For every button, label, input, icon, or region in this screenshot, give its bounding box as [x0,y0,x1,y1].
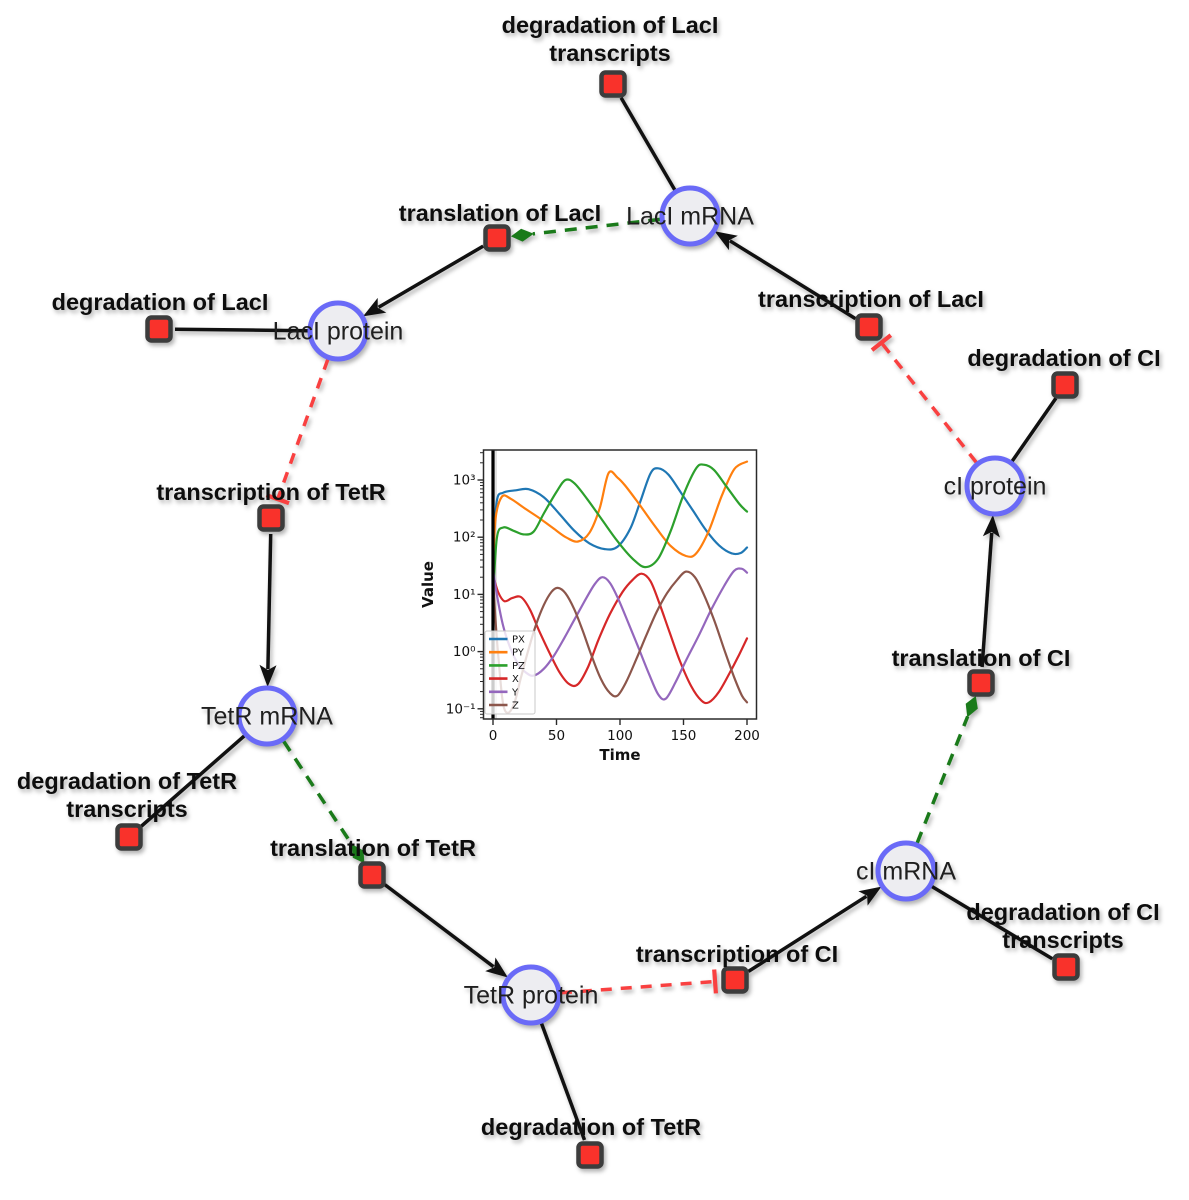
edge-inhibition-TetR_protein-transcription_cI-tbar [560,969,718,995]
edge-production-translation_cI-cI_protein-arrow [980,514,1000,668]
chart-x-tick-label: 0 [489,728,498,744]
edge-plain-cI_protein-deg_cI [1010,397,1058,463]
reaction-label-transcription_TetR: transcription of TetR [156,479,385,505]
reaction-label-transcription_cI: transcription of CI [636,941,838,967]
chart-series-PX [491,467,749,556]
species-label-LacI_mRNA: LacI mRNA [626,203,754,231]
chart-legend-label: PX [512,635,525,646]
species-label-TetR_protein: TetR protein [464,982,599,1010]
edge-production-transcription_cI-cI_mRNA-arrow [747,886,882,973]
chart-y-tick-label: 10⁰ [453,644,476,660]
reaction-label-deg_LacI: degradation of LacI [52,289,269,315]
edge-plain-LacI_mRNA-deg_LacI_transcripts [619,96,677,191]
chart-legend-label: X [512,674,519,685]
edge-plain-TetR_mRNA-deg_TetR_transcripts [139,734,246,828]
edge-inhibition-LacI_protein-transcription_TetR-tbar [265,358,330,506]
species-node-cI_protein [964,455,1026,517]
chart-y-tick-label: 10³ [453,473,476,489]
chart-legend-item-Y: Y [489,687,519,698]
chart-y-tick-label: 10⁻¹ [446,701,476,717]
chart-series-PY [491,460,749,573]
reaction-node-transcription_cI [721,966,749,994]
reaction-node-translation_TetR [358,861,386,889]
reaction-node-deg_cI_transcripts [1052,953,1080,981]
network-diagram: degradation of LacI transcripts translatio… [17,12,1161,1169]
chart-x-tick-label: 50 [548,728,565,744]
species-label-LacI_protein: LacI protein [273,318,404,346]
chart-series-X [491,572,749,705]
chart-legend-item-PZ: PZ [489,661,525,672]
edge-production-translation_LacI-LacI_protein-arrow [363,244,485,317]
edge-production-transcription_LacI-LacI_mRNA-arrow [714,231,857,321]
edges-layer [139,96,1058,1141]
labels-layer: degradation of LacI transcripts translatio… [17,12,1161,1140]
reaction-label-deg_LacI_transcripts: degradation of LacI transcripts [502,12,719,66]
edge-plain-cI_mRNA-deg_cI_transcripts [930,884,1054,961]
reaction-label-transcription_LacI: transcription of LacI [758,286,984,312]
species-node-LacI_mRNA [659,185,721,247]
chart-legend-item-PY: PY [489,648,525,659]
chart-y-tick-label: 10² [453,530,476,546]
chart-legend-item-X: X [489,674,519,685]
reaction-label-deg_TetR: degradation of TetR [481,1114,701,1140]
edge-production-transcription_TetR-TetR_mRNA-arrow [259,533,277,687]
reaction-label-translation_TetR: translation of TetR [270,835,476,861]
reaction-label-deg_cI: degradation of CI [967,345,1160,371]
reaction-node-deg_TetR [576,1141,604,1169]
chart-legend-item-Z: Z [489,701,519,712]
reaction-node-deg_LacI_transcripts [599,70,627,98]
species-node-TetR_protein [500,964,562,1026]
chart-x-tick-label: 100 [607,728,633,744]
chart-x-axis-label: Time [599,746,640,764]
reaction-node-translation_LacI [483,224,511,252]
reaction-node-translation_cI [967,669,995,697]
reaction-node-deg_TetR_transcripts [115,823,143,851]
chart-y-tick-label: 10¹ [453,587,476,603]
nodes-layer [115,70,1080,1169]
chart-legend-label: Y [511,687,519,698]
edge-plain-LacI_protein-deg_LacI [174,327,309,333]
chart-legend: PX PY PZ XYZ [484,630,536,715]
species-label-TetR_mRNA: TetR mRNA [201,703,333,731]
chart-legend-label: Z [512,701,519,712]
reaction-label-deg_cI_transcripts: degradation of CI transcripts [966,899,1159,953]
species-label-cI_mRNA: cI mRNA [856,858,956,886]
inset-chart: 0 50 100 150 20010⁻¹10⁰10¹10²10³TimeValuePXP… [419,449,760,764]
reaction-node-transcription_TetR [257,504,285,532]
species-node-TetR_mRNA [236,685,298,747]
edge-modifier-TetR_mRNA-translation_TetR [282,740,365,864]
chart-series-PZ [491,463,749,601]
species-node-LacI_protein [307,300,369,362]
chart-y-axis-label: Value [419,561,437,608]
chart-legend-item-PX: PX [489,635,525,646]
reaction-node-deg_cI [1051,371,1079,399]
chart-ticks: 0 50 100 150 200 10⁻¹ 10⁰ 10¹ 10² 10³ [446,452,760,744]
edge-modifier-cI_mRNA-translation_cI [915,696,978,844]
reaction-node-deg_LacI [145,315,173,343]
chart-legend-label: PZ [512,661,525,672]
edge-production-translation_TetR-TetR_protein-arrow [383,883,508,978]
edge-inhibition-cI_protein-transcription_LacI-tbar [870,333,978,464]
edge-modifier-LacI_mRNA-translation_LacI [510,217,661,242]
reaction-label-translation_cI: translation of CI [892,645,1071,671]
reaction-label-translation_LacI: translation of LacI [399,200,601,226]
species-label-cI_protein: cI protein [944,473,1047,501]
chart-x-tick-label: 200 [734,728,760,744]
species-node-cI_mRNA [875,840,937,902]
chart-x-tick-label: 150 [671,728,697,744]
reaction-node-transcription_LacI [855,313,883,341]
reaction-label-deg_TetR_transcripts: degradation of TetR transcripts [17,768,237,822]
edge-plain-TetR_protein-deg_TetR [539,1022,587,1141]
chart-legend-label: PY [512,648,525,659]
